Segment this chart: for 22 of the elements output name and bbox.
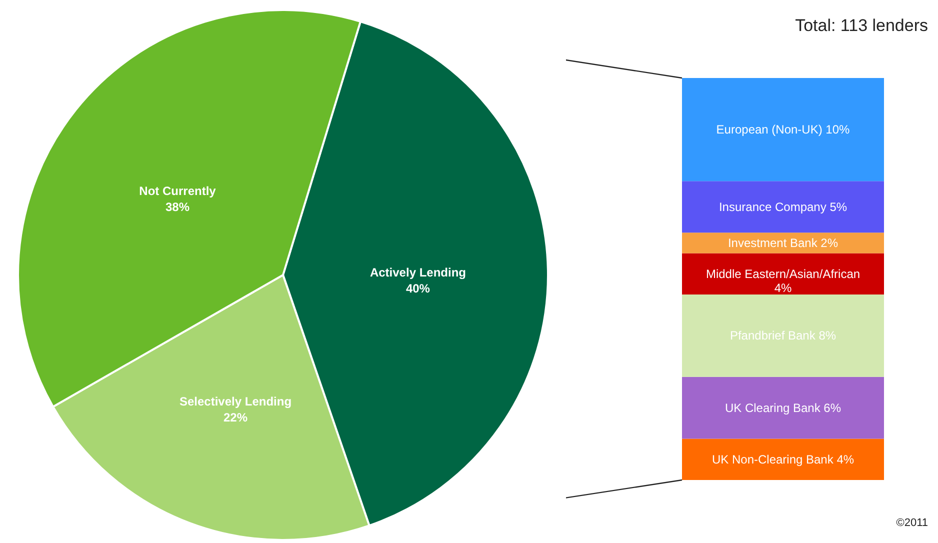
text: ©2011 (896, 517, 928, 529)
text: Total: 113 lenders (795, 16, 928, 36)
data-label: 22% (223, 410, 248, 424)
slice-label: Actively Lending (370, 266, 466, 280)
bar (682, 294, 884, 377)
slice-label: Selectively Lending (179, 394, 292, 408)
text: UK Clearing Bank 6% (724, 400, 842, 415)
text: Pfandbrief Bank 8% (730, 328, 836, 343)
text: European (Non-UK) 10% (716, 122, 850, 137)
text: Investment Bank 2% (728, 236, 838, 250)
bar (682, 253, 884, 294)
text: UK Non-Clearing Bank 4% (712, 452, 854, 466)
slice-label: Not Currently (139, 184, 216, 198)
series-label: Middle Eastern/Asian/African (706, 266, 860, 281)
bar (682, 438, 884, 480)
data-label: 38% (165, 200, 190, 214)
bar (682, 376, 884, 439)
bar (682, 78, 884, 182)
bar (682, 181, 884, 233)
data-label: 40% (406, 282, 430, 296)
text: Insurance Company 5% (718, 200, 848, 214)
data-label: 4% (774, 280, 792, 295)
